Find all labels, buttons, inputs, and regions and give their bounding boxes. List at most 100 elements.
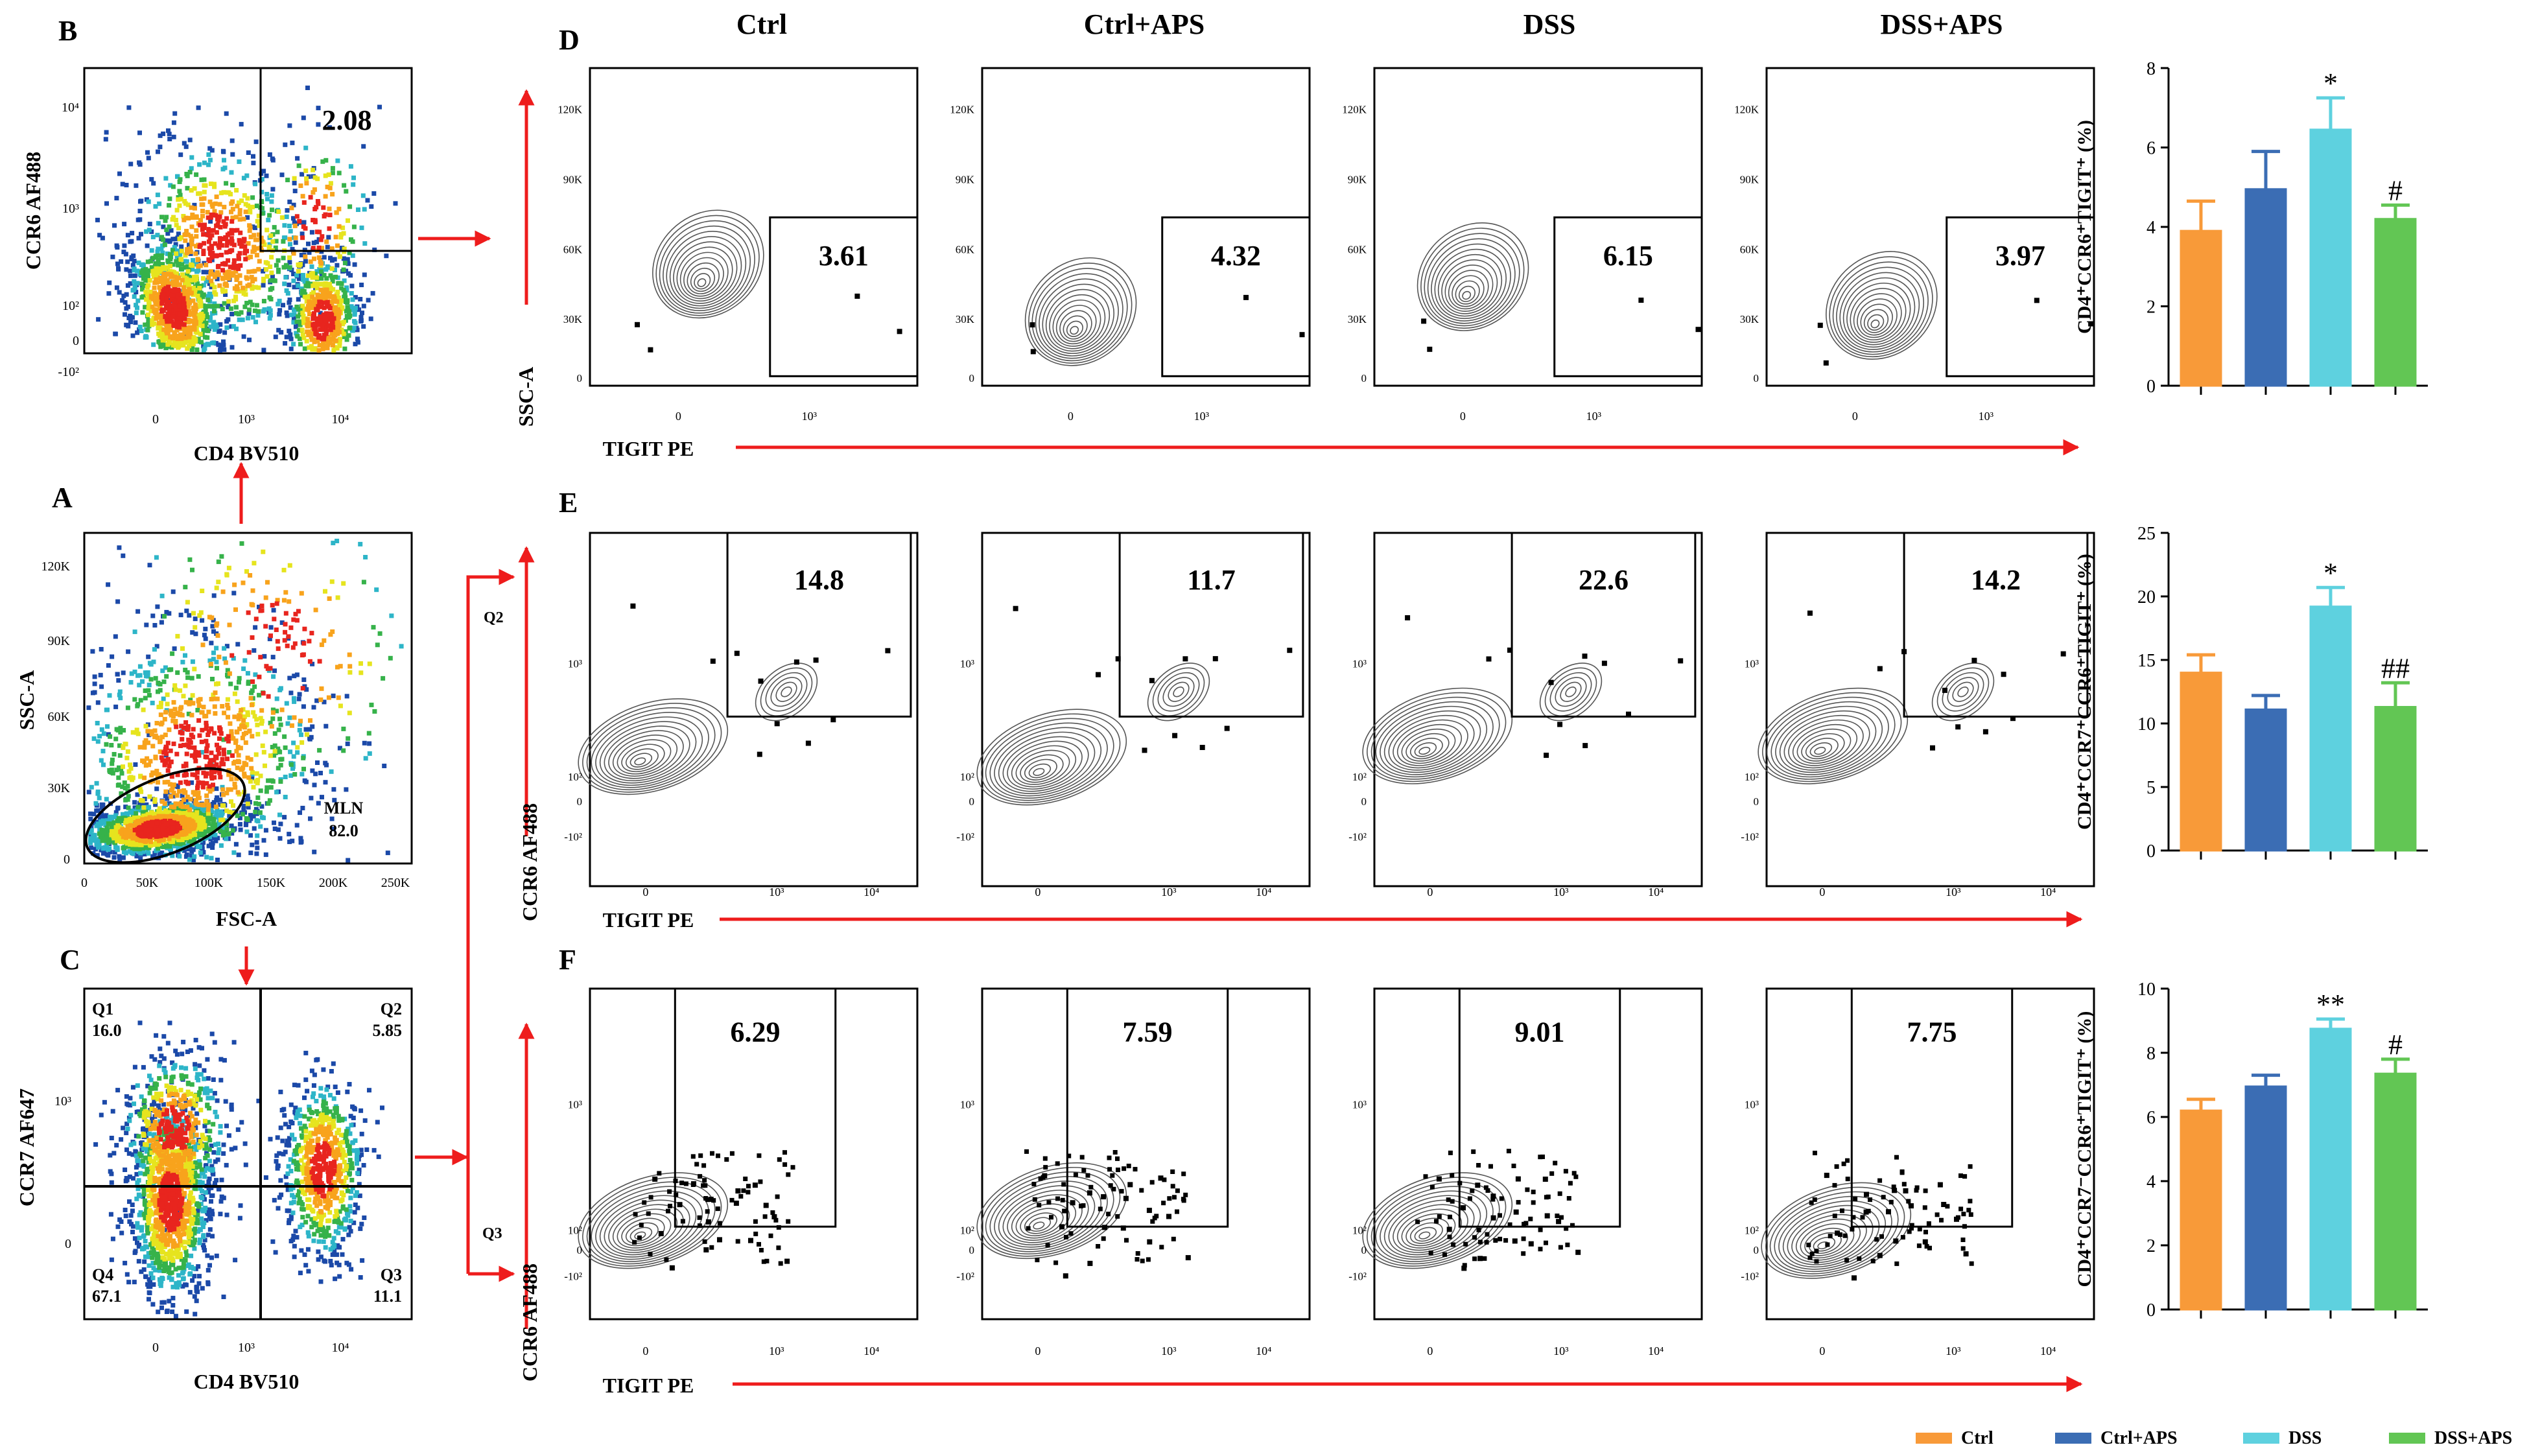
- density-dot: [93, 1142, 99, 1147]
- density-dot: [176, 248, 181, 253]
- density-dot: [148, 840, 153, 844]
- density-dot: [336, 206, 342, 211]
- density-dot: [210, 1234, 215, 1239]
- density-dot: [147, 1277, 152, 1282]
- density-dot: [230, 828, 235, 833]
- density-dot: [185, 727, 191, 732]
- density-dot: [169, 804, 174, 810]
- density-dot: [182, 198, 187, 204]
- density-dot: [159, 215, 164, 220]
- density-dot: [189, 837, 194, 842]
- density-dot: [283, 341, 288, 346]
- density-dot: [300, 172, 305, 177]
- density-dot: [335, 243, 340, 248]
- density-dot: [215, 217, 220, 222]
- density-dot: [149, 732, 154, 737]
- density-dot: [196, 674, 201, 679]
- density-dot: [215, 795, 220, 800]
- density-dot: [132, 846, 137, 851]
- density-dot: [267, 316, 272, 321]
- density-dot: [188, 1265, 193, 1270]
- density-dot: [205, 827, 210, 832]
- density-dot: [137, 162, 143, 167]
- density-dot: [276, 727, 281, 733]
- density-dot: [276, 766, 281, 771]
- density-dot: [134, 821, 139, 827]
- density-dot: [253, 139, 259, 145]
- density-dot: [161, 224, 166, 229]
- density-dot: [210, 816, 215, 821]
- density-dot: [327, 281, 332, 287]
- density-dot: [241, 285, 246, 290]
- density-dot: [214, 786, 219, 792]
- density-dot: [313, 329, 318, 335]
- density-dot: [287, 599, 292, 604]
- density-dot: [220, 289, 226, 294]
- density-dot: [181, 764, 186, 769]
- density-dot: [207, 816, 212, 821]
- density-dot: [222, 330, 228, 335]
- density-dot: [95, 739, 100, 744]
- density-dot: [188, 277, 193, 283]
- density-dot: [272, 731, 277, 736]
- density-dot: [213, 1142, 218, 1147]
- density-dot: [225, 832, 230, 837]
- density-dot: [353, 1138, 358, 1143]
- density-dot: [252, 684, 257, 689]
- density-dot: [256, 266, 261, 272]
- density-dot: [167, 304, 172, 309]
- density-dot: [250, 302, 255, 307]
- density-dot: [184, 1309, 189, 1314]
- density-dot: [184, 229, 189, 233]
- density-dot: [270, 716, 276, 722]
- density-dot: [291, 320, 296, 325]
- density-dot: [342, 335, 347, 340]
- density-dot: [245, 316, 250, 321]
- density-dot: [329, 579, 335, 584]
- density-dot: [197, 162, 202, 167]
- density-dot: [130, 231, 135, 236]
- density-dot: [116, 678, 121, 683]
- density-dot: [160, 668, 165, 674]
- density-dot: [192, 325, 197, 331]
- density-dot: [161, 292, 166, 298]
- density-dot: [189, 263, 194, 268]
- density-dot: [270, 1239, 276, 1244]
- density-dot: [301, 652, 306, 657]
- density-dot: [253, 320, 258, 325]
- density-dot: [303, 259, 308, 264]
- density-dot: [211, 1077, 216, 1082]
- density-dot: [297, 327, 301, 333]
- density-dot: [326, 311, 331, 316]
- density-dot: [136, 260, 141, 265]
- density-dot: [301, 224, 306, 229]
- density-dot: [189, 347, 194, 352]
- density-dot: [362, 241, 368, 246]
- density-dot: [137, 324, 143, 329]
- density-dot: [99, 821, 104, 827]
- density-dot: [362, 1215, 367, 1220]
- density-dot: [161, 844, 166, 849]
- density-dot: [211, 657, 216, 662]
- density-dot: [161, 1300, 167, 1305]
- density-dot: [254, 303, 259, 308]
- density-dot: [347, 664, 353, 669]
- density-dot: [270, 707, 276, 712]
- density-dot: [199, 1216, 204, 1221]
- density-dot: [248, 813, 253, 818]
- density-dot: [140, 310, 145, 315]
- density-dot: [327, 294, 332, 299]
- density-dot: [169, 788, 174, 793]
- density-dot: [229, 823, 234, 828]
- density-dot: [211, 782, 215, 788]
- density-dot: [294, 319, 300, 324]
- density-dot: [182, 807, 187, 812]
- density-dot: [303, 316, 308, 321]
- density-dot: [259, 804, 265, 809]
- density-dot: [109, 1136, 114, 1140]
- density-dot: [312, 322, 317, 327]
- density-dot: [158, 739, 162, 744]
- density-dot: [210, 1193, 215, 1198]
- density-dot: [134, 727, 139, 733]
- density-dot: [279, 757, 285, 762]
